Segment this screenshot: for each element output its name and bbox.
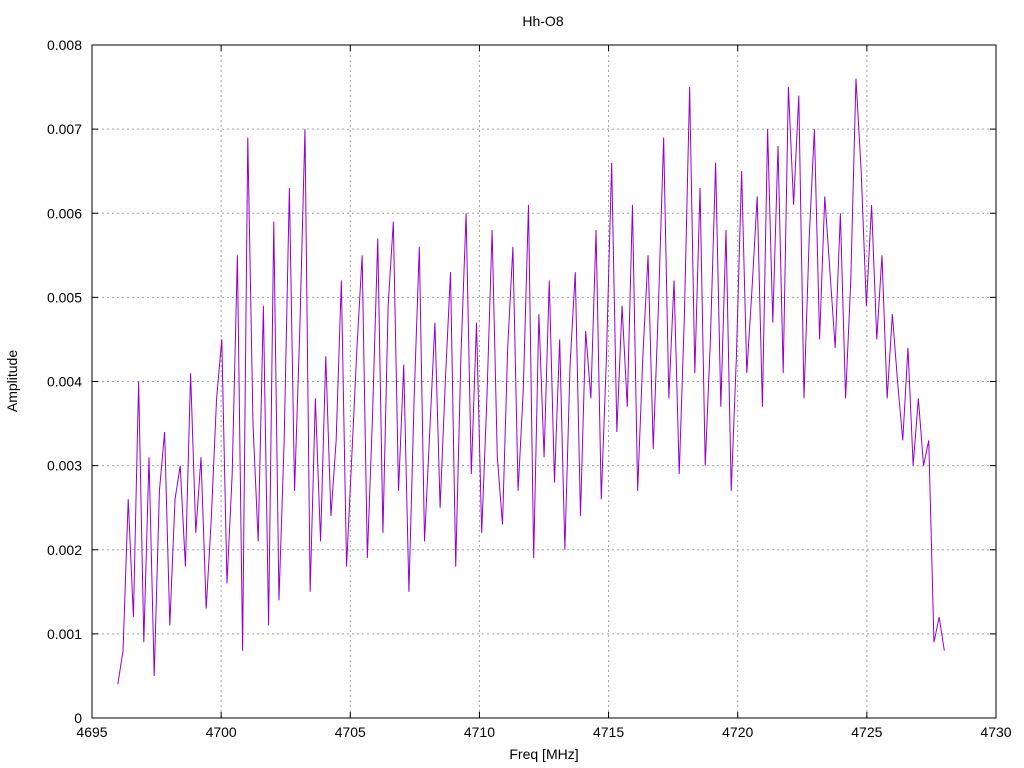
y-tick-label: 0.003 xyxy=(47,458,82,474)
grid-lines xyxy=(92,45,996,718)
y-tick-label: 0.007 xyxy=(47,121,82,137)
x-tick-label: 4705 xyxy=(335,724,366,740)
x-tick-label: 4695 xyxy=(76,724,107,740)
x-tick-label: 4710 xyxy=(464,724,495,740)
y-tick-label: 0.005 xyxy=(47,289,82,305)
y-tick-label: 0.004 xyxy=(47,374,82,390)
y-tick-label: 0.001 xyxy=(47,626,82,642)
y-tick-label: 0.002 xyxy=(47,542,82,558)
x-axis-label: Freq [MHz] xyxy=(509,746,578,762)
y-axis-label: Amplitude xyxy=(4,350,20,412)
amplitude-series-line xyxy=(117,78,945,685)
tick-labels: 4695 4700 4705 4710 4715 4720 4725 4730 0 0.001 0.… xyxy=(47,37,1012,740)
x-tick-label: 4720 xyxy=(722,724,753,740)
x-tick-label: 4725 xyxy=(851,724,882,740)
y-tick-label: 0.006 xyxy=(47,205,82,221)
plot-frame xyxy=(91,44,997,719)
x-tick-label: 4715 xyxy=(593,724,624,740)
x-tick-label: 4730 xyxy=(980,724,1011,740)
x-tick-label: 4700 xyxy=(206,724,237,740)
chart-title: Hh-O8 xyxy=(522,13,563,29)
y-tick-label: 0 xyxy=(74,710,82,726)
y-tick-label: 0.008 xyxy=(47,37,82,53)
series-group xyxy=(117,78,945,685)
